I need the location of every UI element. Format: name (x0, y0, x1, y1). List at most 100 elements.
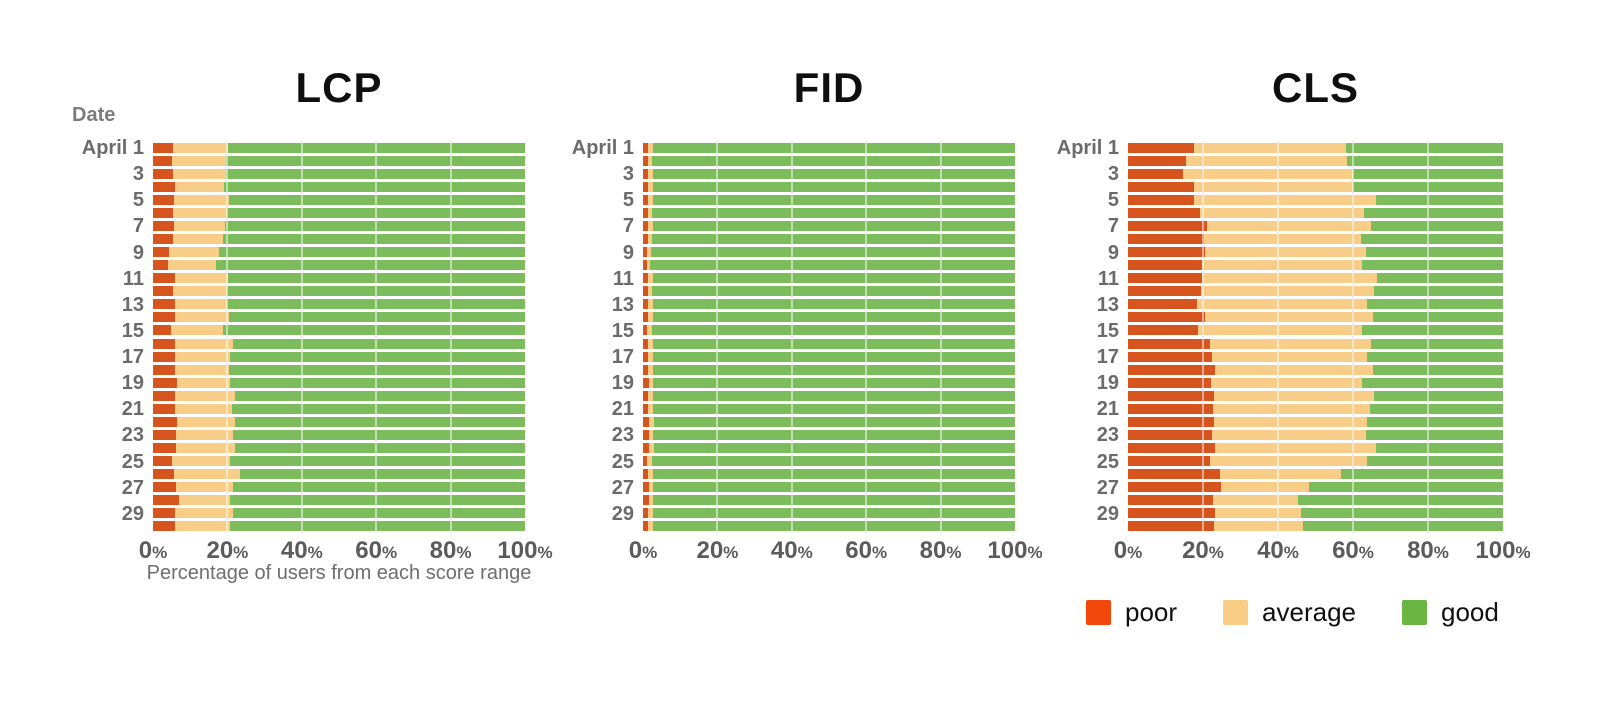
segment-average (174, 312, 229, 323)
segment-average (646, 260, 651, 271)
segment-average (648, 390, 654, 401)
segment-average (1221, 482, 1310, 493)
segment-average (648, 194, 654, 205)
bar-april-22 (643, 416, 1015, 427)
segment-average (648, 181, 654, 192)
x-tick-label: 60% (1332, 537, 1374, 564)
bar-april-15 (1128, 325, 1503, 336)
bar-april-26 (1128, 469, 1503, 480)
x-tick-label: 20% (696, 537, 739, 564)
segment-average (648, 377, 654, 388)
segment-good (1375, 194, 1503, 205)
segment-poor (153, 168, 174, 179)
bar-april-4 (1128, 181, 1503, 192)
segment-average (648, 521, 654, 532)
segment-average (648, 142, 654, 153)
segment-average (648, 403, 654, 414)
bar-april-9 (153, 247, 525, 258)
segment-poor (153, 207, 174, 218)
segment-poor (153, 495, 180, 506)
segment-average (173, 286, 227, 297)
segment-good (653, 181, 1015, 192)
y-tick-label: 25 (121, 450, 144, 473)
segment-poor (643, 168, 649, 179)
segment-average (169, 247, 220, 258)
segment-good (230, 495, 525, 506)
segment-poor (1128, 482, 1222, 493)
segment-good (653, 312, 1015, 323)
segment-average (647, 233, 653, 244)
segment-poor (1128, 260, 1202, 271)
legend-item-average[interactable]: average (1223, 599, 1356, 625)
segment-average (648, 443, 654, 454)
segment-poor (643, 194, 649, 205)
y-tick-label: 25 (611, 450, 634, 473)
y-tick-label: 5 (622, 189, 634, 212)
bar-april-14 (1128, 312, 1503, 323)
segment-poor (643, 207, 648, 218)
segment-poor (643, 338, 649, 349)
segment-good (1360, 233, 1503, 244)
segment-poor (643, 403, 649, 414)
segment-good (224, 220, 525, 231)
bar-april-24 (643, 443, 1015, 454)
segment-good (230, 351, 525, 362)
x-tick-label: 20% (1182, 537, 1224, 564)
y-tick-label: 17 (611, 346, 634, 369)
segment-good (222, 233, 525, 244)
segment-poor (1128, 508, 1216, 519)
bar-april-14 (643, 312, 1015, 323)
segment-poor (1128, 443, 1216, 454)
bar-april-1 (153, 142, 525, 153)
segment-poor (153, 194, 175, 205)
segment-average (1209, 338, 1372, 349)
segment-poor (643, 482, 649, 493)
bar-april-1 (643, 142, 1015, 153)
segment-average (648, 168, 653, 179)
y-tick-label: 21 (1096, 398, 1119, 421)
segment-poor (153, 155, 172, 166)
bar-april-23 (643, 429, 1015, 440)
legend-item-good[interactable]: good (1402, 599, 1499, 625)
bar-april-24 (153, 443, 525, 454)
segment-poor (153, 299, 175, 310)
segment-good (1369, 403, 1503, 414)
segment-good (652, 168, 1015, 179)
segment-poor (643, 377, 649, 388)
y-tick-label: 13 (121, 293, 144, 316)
segment-poor (1128, 495, 1213, 506)
segment-poor (153, 260, 168, 271)
good-color-swatch (1402, 599, 1428, 625)
segment-average (647, 286, 653, 297)
x-tick-label: 100% (987, 537, 1043, 564)
bar-april-27 (643, 482, 1015, 493)
gridline (226, 141, 229, 533)
segment-good (232, 429, 525, 440)
segment-good (1373, 390, 1503, 401)
segment-poor (643, 155, 648, 166)
segment-average (1204, 312, 1373, 323)
bar-april-2 (153, 155, 525, 166)
segment-poor (643, 521, 649, 532)
segment-poor (1128, 469, 1220, 480)
segment-average (1212, 429, 1366, 440)
bar-april-28 (153, 495, 525, 506)
y-tick-label: 29 (611, 502, 634, 525)
segment-average (648, 482, 654, 493)
segment-good (653, 338, 1015, 349)
segment-poor (153, 429, 177, 440)
segment-poor (1128, 364, 1216, 375)
legend-item-poor[interactable]: poor (1086, 599, 1177, 625)
segment-good (219, 247, 525, 258)
x-tick-label: 40% (280, 537, 323, 564)
y-tick-label: 17 (1096, 346, 1119, 369)
segment-average (172, 456, 231, 467)
bar-april-6 (153, 207, 525, 218)
bar-april-10 (643, 260, 1015, 271)
segment-good (215, 260, 525, 271)
segment-poor (153, 443, 177, 454)
segment-poor (1128, 390, 1214, 401)
segment-poor (643, 260, 647, 271)
segment-good (653, 469, 1015, 480)
bar-april-4 (153, 181, 525, 192)
